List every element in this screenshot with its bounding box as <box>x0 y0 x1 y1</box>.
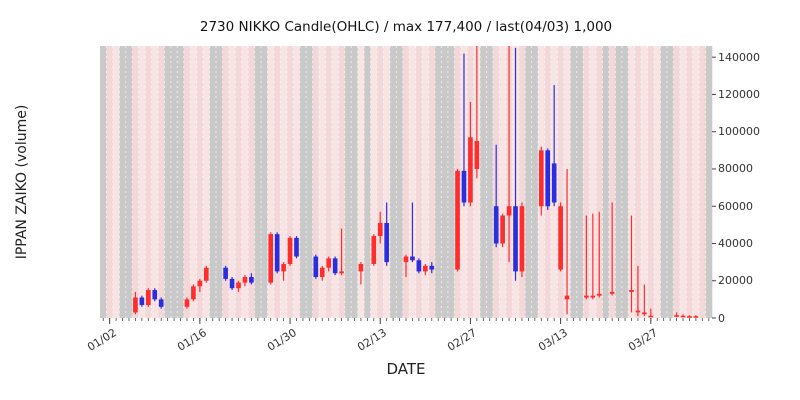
candle-body <box>468 137 473 203</box>
candle-body <box>687 316 692 318</box>
x-major-ticks <box>109 318 652 324</box>
candle-body <box>403 256 409 263</box>
candle-body <box>423 265 428 272</box>
candle-body <box>294 237 299 257</box>
candle-body <box>551 163 557 203</box>
candle-body <box>281 263 286 272</box>
candle-body <box>203 267 209 281</box>
candle-body <box>538 150 544 207</box>
candle-body <box>635 310 641 313</box>
candle-body <box>274 234 280 272</box>
candle-body <box>242 277 248 283</box>
chart-title: 2730 NIKKO Candle(OHLC) / max 177,400 / … <box>199 19 613 35</box>
candle-body <box>474 141 480 169</box>
candle-body <box>229 278 235 289</box>
candle-body <box>506 206 512 216</box>
candle-body <box>519 206 525 272</box>
y-axis-label: IPPAN ZAIKO (volume) <box>14 104 30 260</box>
candle-body <box>455 170 460 270</box>
candle-body <box>674 315 679 317</box>
candle-body <box>416 260 422 272</box>
candle-body <box>339 271 344 274</box>
candle-body <box>184 299 190 307</box>
candle-body <box>152 290 158 300</box>
candle-body <box>377 222 383 237</box>
candle-body <box>191 286 196 300</box>
candle-body <box>326 258 332 268</box>
y-tick-label: 120000 <box>718 87 760 101</box>
candle-body <box>590 295 596 298</box>
candle-body <box>236 282 241 289</box>
y-tick-label: 140000 <box>718 50 760 64</box>
candle-body <box>268 234 274 283</box>
candles <box>133 46 699 318</box>
candle-body <box>384 222 389 263</box>
candle-body <box>493 206 499 244</box>
candle-body <box>146 290 151 305</box>
x-minor-ticks <box>102 318 710 321</box>
candle-body <box>371 236 377 264</box>
candle-body <box>642 312 647 315</box>
y-tick-label: 80000 <box>718 162 753 176</box>
candle-body <box>596 293 602 296</box>
y-tick-label: 40000 <box>718 236 753 250</box>
candle-body <box>609 291 615 294</box>
candle-body <box>564 295 570 300</box>
day-stripes <box>100 46 713 318</box>
candle-body <box>513 206 518 272</box>
candle-body <box>629 290 634 292</box>
candle-body <box>461 170 467 203</box>
candle-body <box>358 263 364 272</box>
x-axis-label: DATE <box>386 360 426 378</box>
day-dividers <box>105 46 707 318</box>
candle-body <box>680 315 686 318</box>
candle-body <box>693 316 699 318</box>
candle-body <box>133 297 138 313</box>
candle-body <box>223 267 228 279</box>
candle-body <box>410 256 415 261</box>
candle-body <box>500 215 505 244</box>
candle-body <box>319 267 325 278</box>
y-ticks <box>712 56 716 319</box>
candle-body <box>332 258 338 274</box>
candle-body <box>158 299 164 307</box>
candle-body <box>249 277 254 283</box>
candle-body <box>545 150 551 207</box>
y-tick-label: 0 <box>718 311 725 325</box>
candle-body <box>287 237 293 264</box>
candle-body <box>139 297 145 305</box>
candle-body <box>648 315 654 318</box>
candle-body <box>584 295 589 298</box>
candle-body <box>429 265 435 270</box>
y-tick-label: 60000 <box>718 199 753 213</box>
candle-body <box>558 206 563 270</box>
candle-body <box>313 256 319 278</box>
y-tick-label: 100000 <box>718 125 760 139</box>
candle-body <box>197 280 203 287</box>
y-tick-label: 20000 <box>718 274 753 288</box>
